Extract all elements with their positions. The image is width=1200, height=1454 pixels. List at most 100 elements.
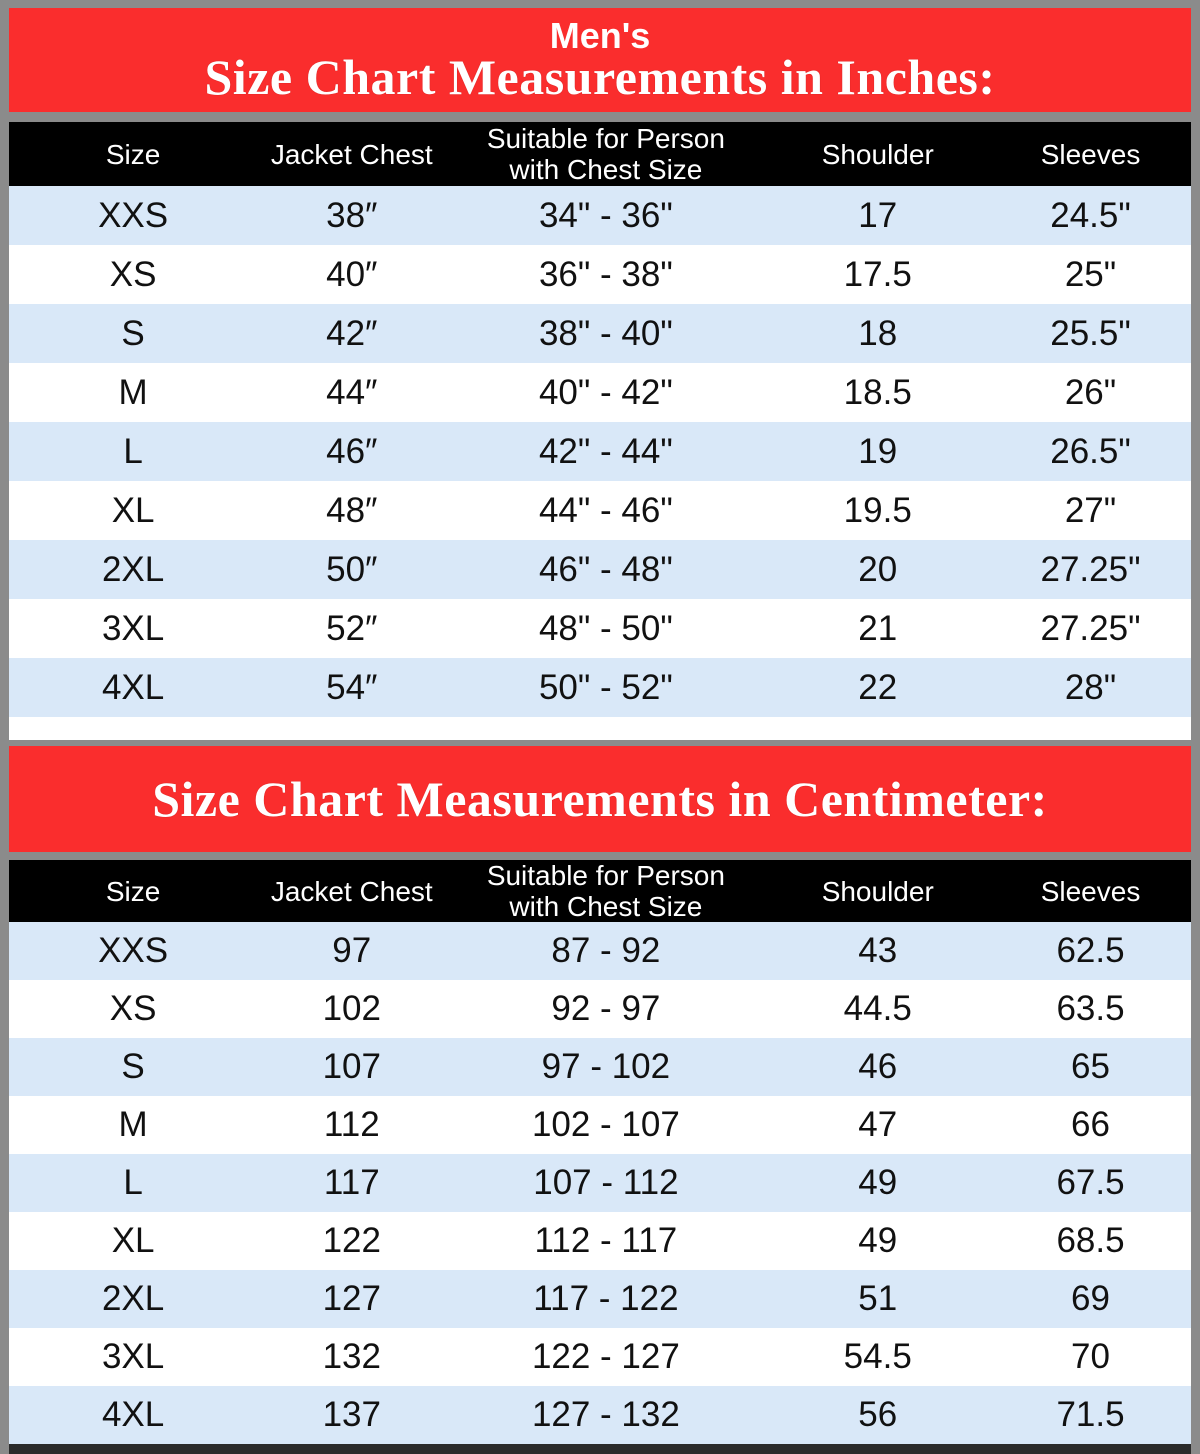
chest-range-cell: 97 - 102 <box>446 1038 766 1096</box>
table-row: 4XL 137 127 - 132 56 71.5 <box>9 1386 1191 1444</box>
size-cell: 4XL <box>9 1386 258 1444</box>
shoulder-cell: 17.5 <box>765 245 991 304</box>
size-column-header: Size <box>9 860 258 922</box>
shoulder-cell: 44.5 <box>765 980 991 1038</box>
jacket-chest-cell: 38″ <box>257 186 447 245</box>
inches-table-header-row: Size Jacket Chest Suitable for Person with… <box>9 122 1191 186</box>
chest-range-cell: 107 - 112 <box>446 1154 766 1212</box>
table-row: XS 102 92 - 97 44.5 63.5 <box>9 980 1191 1038</box>
chest-range-cell: 127 - 132 <box>446 1386 766 1444</box>
size-cell: L <box>9 1154 258 1212</box>
chest-range-cell: 38" - 40" <box>446 304 766 363</box>
table-row: 3XL 132 122 - 127 54.5 70 <box>9 1328 1191 1386</box>
shoulder-cell: 18.5 <box>765 363 991 422</box>
jacket-chest-cell: 48″ <box>257 481 447 540</box>
shoulder-cell: 51 <box>765 1270 991 1328</box>
chest-range-cell: 46" - 48" <box>446 540 766 599</box>
sleeves-cell: 27" <box>990 481 1191 540</box>
table-row: L 46″ 42" - 44" 19 26.5" <box>9 422 1191 481</box>
chest-range-cell: 102 - 107 <box>446 1096 766 1154</box>
sleeves-cell: 71.5 <box>990 1386 1191 1444</box>
table-row: 2XL 50″ 46" - 48" 20 27.25" <box>9 540 1191 599</box>
size-cell: XL <box>9 1212 258 1270</box>
shoulder-cell: 49 <box>765 1154 991 1212</box>
jacket-chest-cell: 52″ <box>257 599 447 658</box>
sleeves-cell: 24.5" <box>990 186 1191 245</box>
chest-range-cell: 122 - 127 <box>446 1328 766 1386</box>
chest-range-column-header: Suitable for Person with Chest Size <box>446 860 766 922</box>
size-cell: 4XL <box>9 658 258 717</box>
inches-chart-pretitle: Men's <box>549 15 651 56</box>
jacket-chest-cell: 132 <box>257 1328 447 1386</box>
inches-table-bottom-strip <box>9 717 1191 740</box>
table-row: M 112 102 - 107 47 66 <box>9 1096 1191 1154</box>
sleeves-cell: 25" <box>990 245 1191 304</box>
jacket-chest-cell: 54″ <box>257 658 447 717</box>
shoulder-cell: 19.5 <box>765 481 991 540</box>
chest-range-cell: 36" - 38" <box>446 245 766 304</box>
jacket-chest-cell: 122 <box>257 1212 447 1270</box>
chest-range-column-header: Suitable for Person with Chest Size <box>446 122 766 186</box>
inches-chart-title: Size Chart Measurements in Inches: <box>204 49 996 105</box>
table-row: XL 122 112 - 117 49 68.5 <box>9 1212 1191 1270</box>
cm-chart-banner: Size Chart Measurements in Centimeter: <box>9 746 1191 852</box>
table-row: XXS 38″ 34" - 36" 17 24.5" <box>9 186 1191 245</box>
sleeves-column-header: Sleeves <box>990 860 1191 922</box>
shoulder-cell: 17 <box>765 186 991 245</box>
cm-chart-title: Size Chart Measurements in Centimeter: <box>152 771 1048 827</box>
sleeves-cell: 26" <box>990 363 1191 422</box>
shoulder-cell: 47 <box>765 1096 991 1154</box>
shoulder-cell: 54.5 <box>765 1328 991 1386</box>
table-row: XS 40″ 36" - 38" 17.5 25" <box>9 245 1191 304</box>
inches-chart-banner: Men's Size Chart Measurements in Inches: <box>9 8 1191 112</box>
size-cell: XS <box>9 980 258 1038</box>
size-cell: M <box>9 363 258 422</box>
sleeves-cell: 26.5" <box>990 422 1191 481</box>
shoulder-cell: 18 <box>765 304 991 363</box>
jacket-chest-cell: 127 <box>257 1270 447 1328</box>
chest-range-cell: 34" - 36" <box>446 186 766 245</box>
sleeves-cell: 65 <box>990 1038 1191 1096</box>
table-row: XXS 97 87 - 92 43 62.5 <box>9 922 1191 980</box>
jacket-chest-cell: 50″ <box>257 540 447 599</box>
jacket-chest-column-header: Jacket Chest <box>257 122 447 186</box>
size-cell: 3XL <box>9 599 258 658</box>
shoulder-cell: 20 <box>765 540 991 599</box>
size-cell: L <box>9 422 258 481</box>
sleeves-cell: 63.5 <box>990 980 1191 1038</box>
jacket-chest-column-header: Jacket Chest <box>257 860 447 922</box>
chest-range-cell: 112 - 117 <box>446 1212 766 1270</box>
bottom-border-bar <box>9 1444 1191 1454</box>
sleeves-cell: 67.5 <box>990 1154 1191 1212</box>
sleeves-cell: 70 <box>990 1328 1191 1386</box>
table-row: 3XL 52″ 48" - 50" 21 27.25" <box>9 599 1191 658</box>
size-cell: S <box>9 304 258 363</box>
cm-size-table: Size Jacket Chest Suitable for Person with… <box>9 860 1191 1444</box>
sleeves-cell: 27.25" <box>990 540 1191 599</box>
jacket-chest-cell: 42″ <box>257 304 447 363</box>
shoulder-cell: 56 <box>765 1386 991 1444</box>
jacket-chest-cell: 40″ <box>257 245 447 304</box>
sleeves-cell: 28" <box>990 658 1191 717</box>
table-row: M 44″ 40" - 42" 18.5 26" <box>9 363 1191 422</box>
jacket-chest-cell: 137 <box>257 1386 447 1444</box>
size-cell: XXS <box>9 186 258 245</box>
chest-range-cell: 92 - 97 <box>446 980 766 1038</box>
jacket-chest-cell: 102 <box>257 980 447 1038</box>
chest-range-cell: 50" - 52" <box>446 658 766 717</box>
jacket-chest-cell: 44″ <box>257 363 447 422</box>
jacket-chest-cell: 97 <box>257 922 447 980</box>
cm-table-header-row: Size Jacket Chest Suitable for Person with… <box>9 860 1191 922</box>
size-cell: 2XL <box>9 540 258 599</box>
size-cell: XS <box>9 245 258 304</box>
table-row: XL 48″ 44" - 46" 19.5 27" <box>9 481 1191 540</box>
jacket-chest-cell: 107 <box>257 1038 447 1096</box>
size-cell: 3XL <box>9 1328 258 1386</box>
shoulder-cell: 22 <box>765 658 991 717</box>
jacket-chest-cell: 117 <box>257 1154 447 1212</box>
size-cell: XXS <box>9 922 258 980</box>
sleeves-cell: 27.25" <box>990 599 1191 658</box>
sleeves-cell: 62.5 <box>990 922 1191 980</box>
jacket-chest-cell: 46″ <box>257 422 447 481</box>
table-row: S 107 97 - 102 46 65 <box>9 1038 1191 1096</box>
